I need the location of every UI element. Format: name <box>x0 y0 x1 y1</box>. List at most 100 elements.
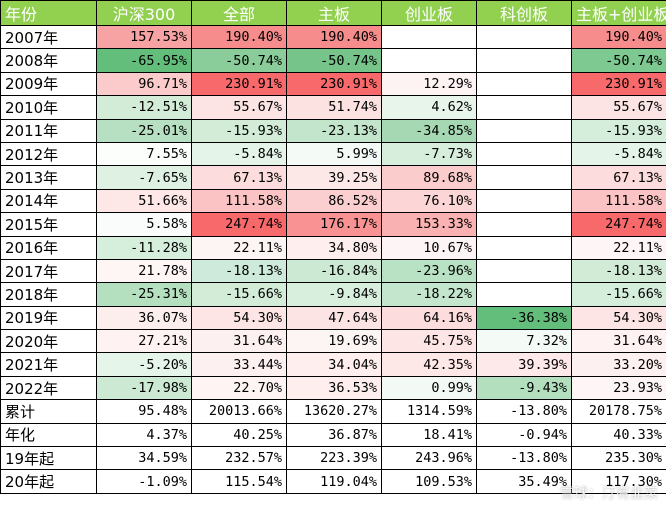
table-cell <box>476 48 572 73</box>
table-row: 2021年 -5.20% 33.44% 34.04% 42.35% 39.39% 33.20… <box>0 352 666 377</box>
summary-cell: 40.25% <box>191 422 287 448</box>
summary-cell: 35.49% <box>476 469 572 494</box>
summary-cell: 235.30% <box>571 446 666 471</box>
table-cell: -15.93% <box>191 118 287 143</box>
table-cell: 47.64% <box>286 305 382 331</box>
table-cell <box>476 95 572 120</box>
summary-cell: 13620.27% <box>286 399 382 424</box>
summary-cell: -13.80% <box>476 399 572 424</box>
summary-label: 20年起 <box>0 469 97 494</box>
summary-label: 年化 <box>0 422 97 448</box>
table-cell: -36.38% <box>476 305 572 331</box>
table-row: 2011年 -25.01% -15.93% -23.13% -34.85% -15.93% <box>0 118 666 143</box>
table-cell: -12.51% <box>96 95 192 120</box>
table-cell: 21.78% <box>96 258 192 284</box>
table-cell: 157.53% <box>96 24 192 50</box>
summary-cell: 223.39% <box>286 446 382 471</box>
table-cell <box>476 282 572 307</box>
summary-cell: 20013.66% <box>191 399 287 424</box>
table-cell: 33.44% <box>191 352 287 377</box>
table-cell: 34.80% <box>286 235 382 260</box>
table-cell <box>476 258 572 284</box>
table-cell: -25.01% <box>96 118 192 143</box>
table-cell: 96.71% <box>96 71 192 97</box>
table-cell <box>476 212 572 237</box>
table-cell: 12.29% <box>381 71 477 97</box>
table-body: 2007年 157.53% 190.40% 190.40% 190.40% 2008年 -6… <box>0 24 666 494</box>
table-row: 2008年 -65.95% -50.74% -50.74% -50.74% <box>0 48 666 73</box>
table-row: 2022年 -17.98% 22.70% 36.53% 0.99% -9.43% 23.93… <box>0 375 666 401</box>
summary-label: 累计 <box>0 399 97 424</box>
row-year-label: 2008年 <box>0 48 97 73</box>
table-cell: 176.17% <box>286 212 382 237</box>
row-year-label: 2014年 <box>0 188 97 214</box>
summary-cell: -0.94% <box>476 422 572 448</box>
summary-cell: 117.30% <box>571 469 666 494</box>
table-cell: -18.22% <box>381 282 477 307</box>
table-cell: -5.84% <box>571 141 666 167</box>
summary-cell: 20178.75% <box>571 399 666 424</box>
table-cell: 230.91% <box>191 71 287 97</box>
table-cell: 42.35% <box>381 352 477 377</box>
table-cell: 0.99% <box>381 375 477 401</box>
table-cell: -25.31% <box>96 282 192 307</box>
table-cell: 7.55% <box>96 141 192 167</box>
table-cell: 36.07% <box>96 305 192 331</box>
table-row: 2014年 51.66% 111.58% 86.52% 76.10% 111.58% <box>0 188 666 214</box>
summary-label: 19年起 <box>0 446 97 471</box>
table-cell <box>381 24 477 50</box>
table-cell <box>476 141 572 167</box>
table-cell: 67.13% <box>191 165 287 190</box>
row-year-label: 2017年 <box>0 258 97 284</box>
row-year-label: 2013年 <box>0 165 97 190</box>
summary-cell: 115.54% <box>191 469 287 494</box>
table-cell: -9.43% <box>476 375 572 401</box>
table-cell <box>381 48 477 73</box>
summary-row: 19年起 34.59% 232.57% 223.39% 243.96% -13.80% 23… <box>0 446 666 471</box>
table-cell: -34.85% <box>381 118 477 143</box>
table-row: 2017年 21.78% -18.13% -16.84% -23.96% -18.13% <box>0 258 666 284</box>
table-cell: 54.30% <box>191 305 287 331</box>
table-cell <box>476 165 572 190</box>
summary-cell: 95.48% <box>96 399 192 424</box>
table-cell: -50.74% <box>571 48 666 73</box>
table-row: 2020年 27.21% 31.64% 19.69% 45.75% 7.32% 31.64% <box>0 329 666 354</box>
table-cell: -50.74% <box>286 48 382 73</box>
row-year-label: 2018年 <box>0 282 97 307</box>
table-cell: 247.74% <box>191 212 287 237</box>
row-year-label: 2012年 <box>0 141 97 167</box>
table-cell: -23.13% <box>286 118 382 143</box>
header-row: 年份 沪深300 全部 主板 创业板 科创板 主板+创业板 <box>0 0 666 26</box>
table-cell: 10.67% <box>381 235 477 260</box>
header-main-plus-chinext: 主板+创业板 <box>571 0 666 26</box>
header-main-board: 主板 <box>286 0 382 26</box>
table-cell: 4.62% <box>381 95 477 120</box>
summary-row: 年化 4.37% 40.25% 36.87% 18.41% -0.94% 40.33% <box>0 422 666 448</box>
summary-cell: 34.59% <box>96 446 192 471</box>
summary-cell: -13.80% <box>476 446 572 471</box>
table-cell: 111.58% <box>191 188 287 214</box>
table-cell: -9.84% <box>286 282 382 307</box>
table-cell: -5.20% <box>96 352 192 377</box>
table-cell: 5.99% <box>286 141 382 167</box>
summary-cell: 4.37% <box>96 422 192 448</box>
table-cell: 27.21% <box>96 329 192 354</box>
table-row: 2019年 36.07% 54.30% 47.64% 64.16% -36.38% 54.3… <box>0 305 666 331</box>
table-cell: -16.84% <box>286 258 382 284</box>
returns-table: 年份 沪深300 全部 主板 创业板 科创板 主板+创业板 2007年 157.5… <box>0 0 666 494</box>
table-cell: 190.40% <box>191 24 287 50</box>
row-year-label: 2016年 <box>0 235 97 260</box>
table-cell: 5.58% <box>96 212 192 237</box>
table-cell: -5.84% <box>191 141 287 167</box>
table-cell: 22.11% <box>571 235 666 260</box>
table-cell: -15.66% <box>191 282 287 307</box>
row-year-label: 2015年 <box>0 212 97 237</box>
table-cell: 51.66% <box>96 188 192 214</box>
table-cell: 76.10% <box>381 188 477 214</box>
table-cell: 19.69% <box>286 329 382 354</box>
table-cell: 39.25% <box>286 165 382 190</box>
table-cell <box>476 71 572 97</box>
table-cell: 22.11% <box>191 235 287 260</box>
table-cell <box>476 24 572 50</box>
summary-cell: 1314.59% <box>381 399 477 424</box>
